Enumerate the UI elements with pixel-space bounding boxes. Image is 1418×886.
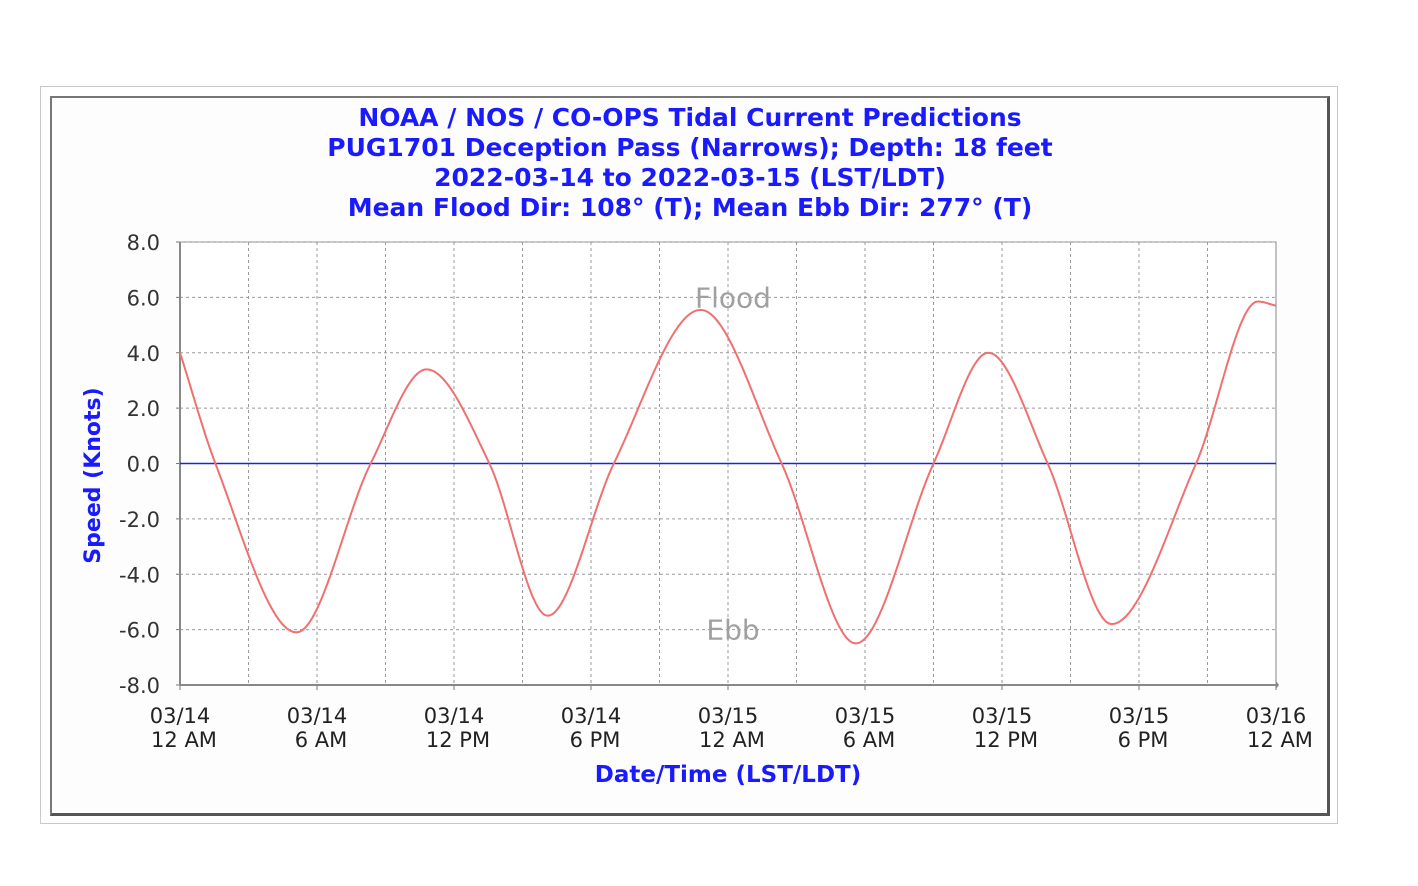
x-tick-date: 03/14	[424, 704, 485, 728]
y-tick-label: 6.0	[127, 286, 160, 310]
chart-title-line-3: 2022-03-14 to 2022-03-15 (LST/LDT)	[434, 163, 946, 192]
chart-title-line-2: PUG1701 Deception Pass (Narrows); Depth:…	[327, 133, 1053, 162]
x-tick-date: 03/14	[150, 704, 211, 728]
x-tick-date: 03/15	[835, 704, 896, 728]
x-tick-time: 6 AM	[843, 728, 896, 752]
y-axis-label: Speed (Knots)	[81, 387, 106, 563]
x-tick-time: 12 AM	[151, 728, 217, 752]
ebb-annotation: Ebb	[706, 614, 759, 647]
x-axis-arrow	[1276, 681, 1279, 689]
y-tick-label: 0.0	[127, 453, 160, 477]
flood-annotation: Flood	[695, 281, 771, 314]
x-tick-time: 12 AM	[699, 728, 765, 752]
chart-title-line-4: Mean Flood Dir: 108° (T); Mean Ebb Dir: …	[347, 193, 1033, 222]
x-tick-time: 6 PM	[1118, 728, 1169, 752]
x-tick-time: 6 AM	[295, 728, 348, 752]
y-tick-label: -8.0	[119, 674, 160, 698]
y-tick-label: -6.0	[119, 619, 160, 643]
x-tick-time: 12 AM	[1247, 728, 1313, 752]
x-tick-date: 03/15	[698, 704, 759, 728]
y-tick-label: -2.0	[119, 508, 160, 532]
x-tick-time: 12 PM	[974, 728, 1038, 752]
y-tick-label: 2.0	[127, 397, 160, 421]
x-tick-date: 03/14	[287, 704, 348, 728]
x-tick-time: 12 PM	[426, 728, 490, 752]
x-axis-label: Date/Time (LST/LDT)	[595, 762, 862, 788]
x-tick-time: 6 PM	[570, 728, 621, 752]
y-tick-label: 8.0	[127, 231, 160, 255]
x-tick-date: 03/15	[972, 704, 1033, 728]
y-tick-label: 4.0	[127, 342, 160, 366]
x-tick-date: 03/15	[1109, 704, 1170, 728]
y-tick-label: -4.0	[119, 563, 160, 587]
x-tick-date: 03/16	[1246, 704, 1307, 728]
x-tick-date: 03/14	[561, 704, 622, 728]
chart-title-line-1: NOAA / NOS / CO-OPS Tidal Current Predic…	[358, 103, 1022, 132]
series-line	[179, 300, 1277, 645]
